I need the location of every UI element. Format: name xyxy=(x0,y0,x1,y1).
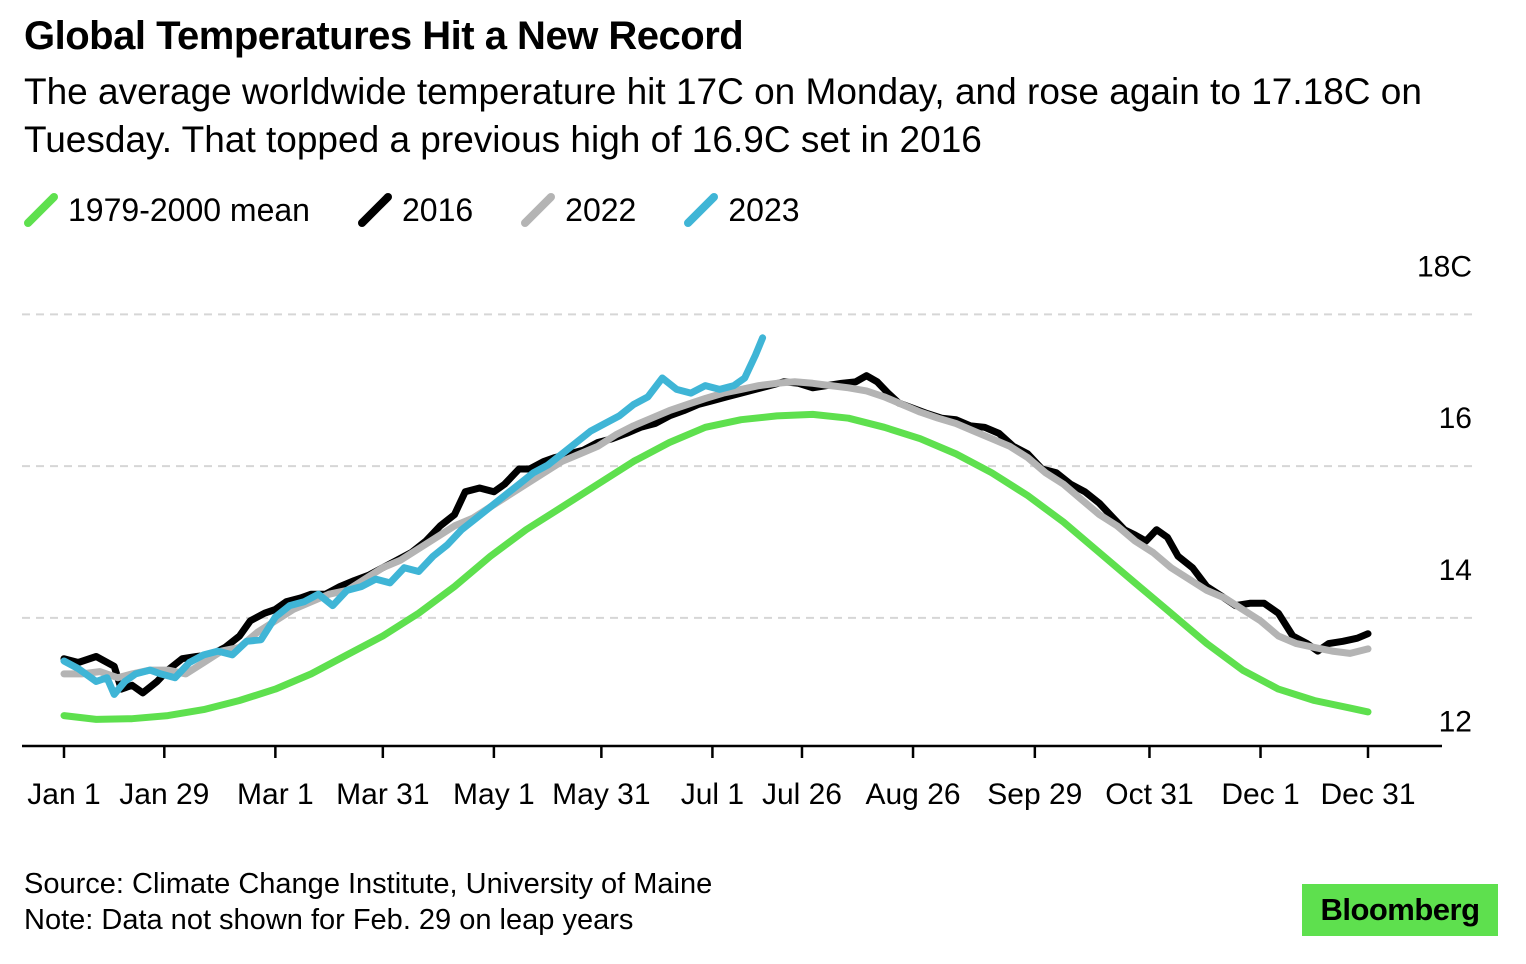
series-line xyxy=(60,410,1372,723)
legend-swatch xyxy=(24,193,58,227)
y-tick-label: 16 xyxy=(1439,402,1472,435)
line-chart: 12 14 16 18C Jan 1 Jan 29 Mar 1 Mar 31 May 1 May … xyxy=(22,250,1474,811)
legend-label: 2016 xyxy=(401,191,474,228)
chart-subtitle: The average worldwide temperature hit 17… xyxy=(24,71,1422,160)
x-tick-label: Jan 29 xyxy=(119,778,209,811)
x-tick-label: Mar 31 xyxy=(336,778,429,811)
series-line xyxy=(60,334,767,698)
legend-item: 2022 xyxy=(521,192,636,229)
legend-item: 2016 xyxy=(357,191,474,229)
chart-legend: 1979-2000 mean 2016 2022 2023 xyxy=(24,188,848,232)
y-tick-label: 18C xyxy=(1417,250,1472,283)
x-tick-label: Dec 31 xyxy=(1320,778,1415,811)
x-tick-label: Sep 29 xyxy=(987,778,1082,811)
x-tick-label: Jul 1 xyxy=(681,778,744,811)
y-tick-label: 12 xyxy=(1439,706,1472,739)
y-tick-label: 14 xyxy=(1439,554,1472,587)
chart-footer: Source: Climate Change Institute, Univer… xyxy=(24,866,712,938)
legend-label: 2022 xyxy=(565,191,637,228)
legend-item: 2023 xyxy=(684,191,800,229)
series-line xyxy=(60,372,1372,697)
legend-item: 1979-2000 mean xyxy=(24,192,310,229)
x-tick-label: Oct 31 xyxy=(1105,778,1193,811)
x-tick-label: May 31 xyxy=(552,778,650,811)
x-tick-label: Jul 26 xyxy=(762,778,842,811)
legend-label: 1979-2000 mean xyxy=(68,191,310,228)
bloomberg-logo: Bloomberg xyxy=(1302,884,1498,936)
x-tick-label: Mar 1 xyxy=(237,778,314,811)
data-note: Note: Data not shown for Feb. 29 on leap… xyxy=(24,904,634,936)
legend-label: 2023 xyxy=(728,191,800,228)
x-tick-label: Dec 1 xyxy=(1221,778,1299,811)
x-tick-label: Jan 1 xyxy=(27,778,100,811)
legend-swatch xyxy=(521,193,556,227)
legend-swatch xyxy=(357,193,392,227)
x-tick-label: Aug 26 xyxy=(865,778,960,811)
source-note: Source: Climate Change Institute, Univer… xyxy=(24,868,713,900)
chart-title: Global Temperatures Hit a New Record xyxy=(24,14,744,58)
x-tick-label: May 1 xyxy=(453,778,535,811)
legend-swatch xyxy=(684,193,719,227)
